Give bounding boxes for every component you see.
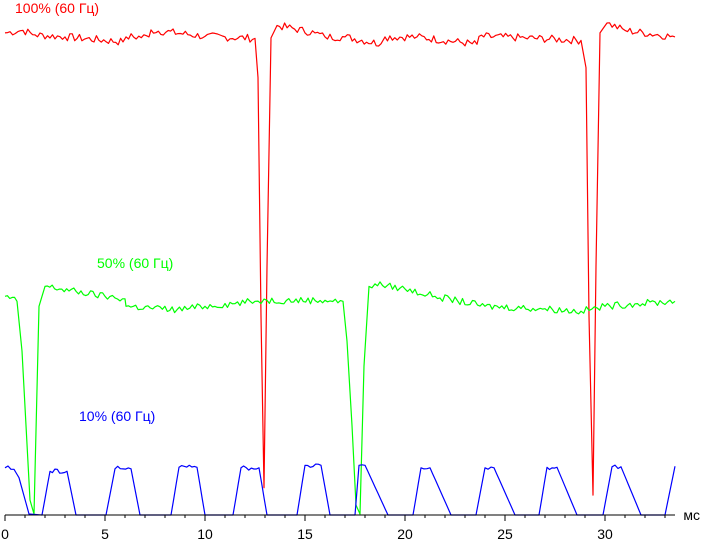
x-tick-label: 30	[597, 526, 613, 541]
x-axis-unit-label: мс	[683, 507, 700, 523]
series-line-1	[4, 281, 676, 515]
series-labels: 100% (60 Гц) 50% (60 Гц) 10% (60 Гц)	[15, 0, 173, 424]
series-label-2: 10% (60 Гц)	[79, 408, 155, 424]
x-axis: 0 5 10 15 20 25 30 мс	[1, 507, 700, 541]
x-tick-label: 10	[197, 526, 213, 541]
x-tick-label: 20	[397, 526, 413, 541]
series-label-0: 100% (60 Гц)	[15, 0, 99, 16]
x-tick-label: 15	[297, 526, 313, 541]
x-tick-label: 25	[497, 526, 513, 541]
series-line-0	[4, 22, 676, 496]
series-line-2	[4, 463, 676, 516]
x-tick-label: 0	[1, 526, 9, 541]
series-label-1: 50% (60 Гц)	[97, 255, 173, 271]
x-tick-label: 5	[101, 526, 109, 541]
